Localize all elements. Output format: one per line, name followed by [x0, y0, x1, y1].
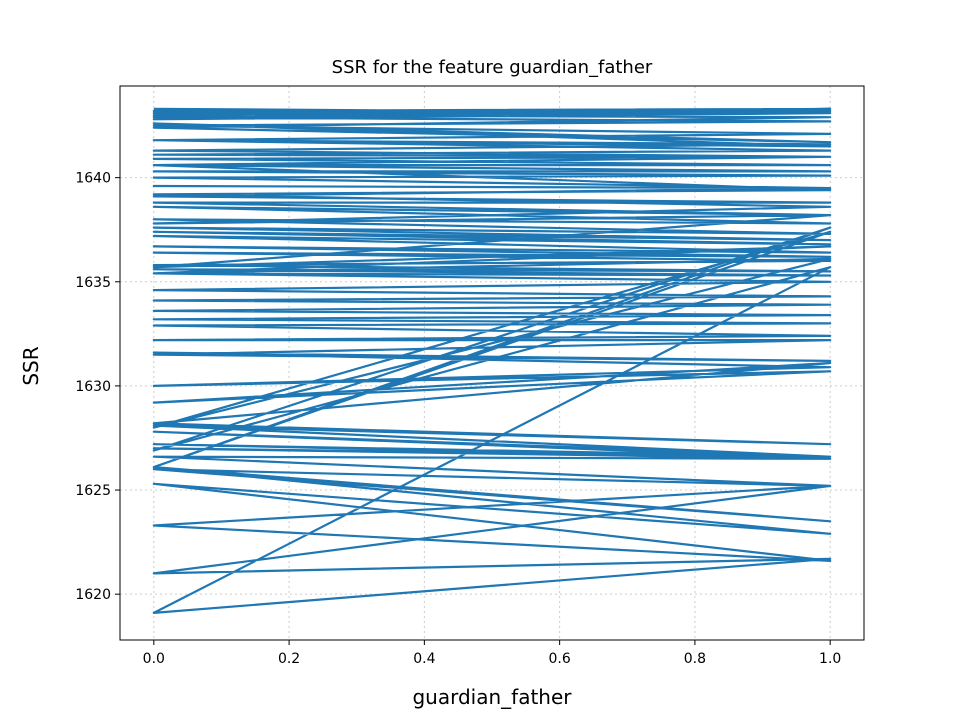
y-tick-label: 1630	[75, 379, 111, 395]
x-tick-label: 0.4	[413, 651, 435, 667]
y-tick-label: 1635	[75, 275, 111, 291]
y-axis-ticks: 1620 1625 1630 1635 1640	[75, 171, 120, 603]
series-line	[152, 107, 832, 615]
y-tick-label: 1640	[75, 171, 111, 187]
chart-title: SSR for the feature guardian_father	[332, 57, 653, 78]
x-tick-label: 0.6	[549, 651, 571, 667]
x-tick-label: 0.8	[684, 651, 706, 667]
x-tick-label: 1.0	[819, 651, 841, 667]
x-tick-label: 0.2	[278, 651, 300, 667]
x-tick-label: 0.0	[143, 651, 165, 667]
y-tick-label: 1620	[75, 587, 111, 603]
plot-area	[152, 107, 832, 615]
y-axis-label: SSR	[19, 346, 43, 385]
x-axis-ticks: 0.0 0.2 0.4 0.6 0.8 1.0	[143, 640, 841, 667]
x-axis-label: guardian_father	[412, 685, 572, 709]
y-tick-label: 1625	[75, 483, 111, 499]
axes-frame	[119, 85, 865, 641]
